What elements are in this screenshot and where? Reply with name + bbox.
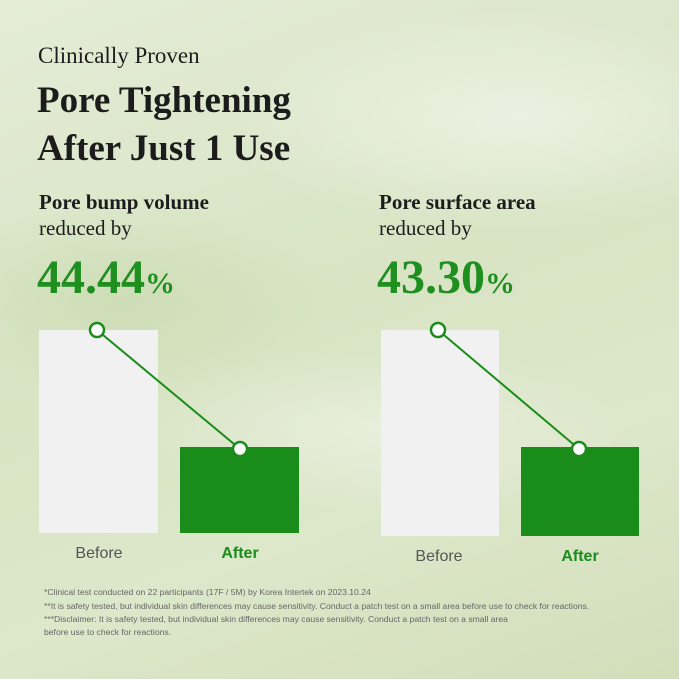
percent: 44.44%: [37, 251, 175, 304]
footnote: *Clinical test conducted on 22 participa…: [44, 587, 371, 597]
percent-sign: %: [145, 267, 175, 300]
percent-sign: %: [485, 267, 515, 300]
panel-label: reduced by: [379, 216, 472, 240]
before-bar: [381, 330, 499, 536]
marker: [429, 321, 447, 339]
panel-label: Pore surface area: [379, 190, 536, 214]
after-bar: [521, 447, 639, 536]
percent: 43.30%: [377, 251, 515, 304]
footnote: **It is safety tested, but individual sk…: [44, 601, 589, 611]
before-bar: [39, 330, 158, 533]
footnote: ***Disclaimer: It is safety tested, but …: [44, 614, 508, 624]
connector: [437, 329, 580, 450]
panel-label: reduced by: [39, 216, 132, 240]
marker: [88, 321, 106, 339]
marker: [231, 440, 249, 458]
marker: [570, 440, 588, 458]
after-bar: [180, 447, 299, 533]
panel-label: Pore bump volume: [39, 190, 209, 214]
connector: [96, 329, 241, 450]
percent-number: 43.30: [377, 251, 485, 304]
before-label: Before: [75, 545, 122, 562]
after-label: After: [221, 545, 258, 562]
eyebrow: Clinically Proven: [38, 43, 200, 68]
title-line: After Just 1 Use: [37, 128, 290, 169]
after-label: After: [561, 548, 598, 565]
footnote: before use to check for reactions.: [44, 627, 171, 637]
percent-number: 44.44: [37, 251, 145, 304]
title-line: Pore Tightening: [37, 80, 291, 121]
before-label: Before: [415, 548, 462, 565]
